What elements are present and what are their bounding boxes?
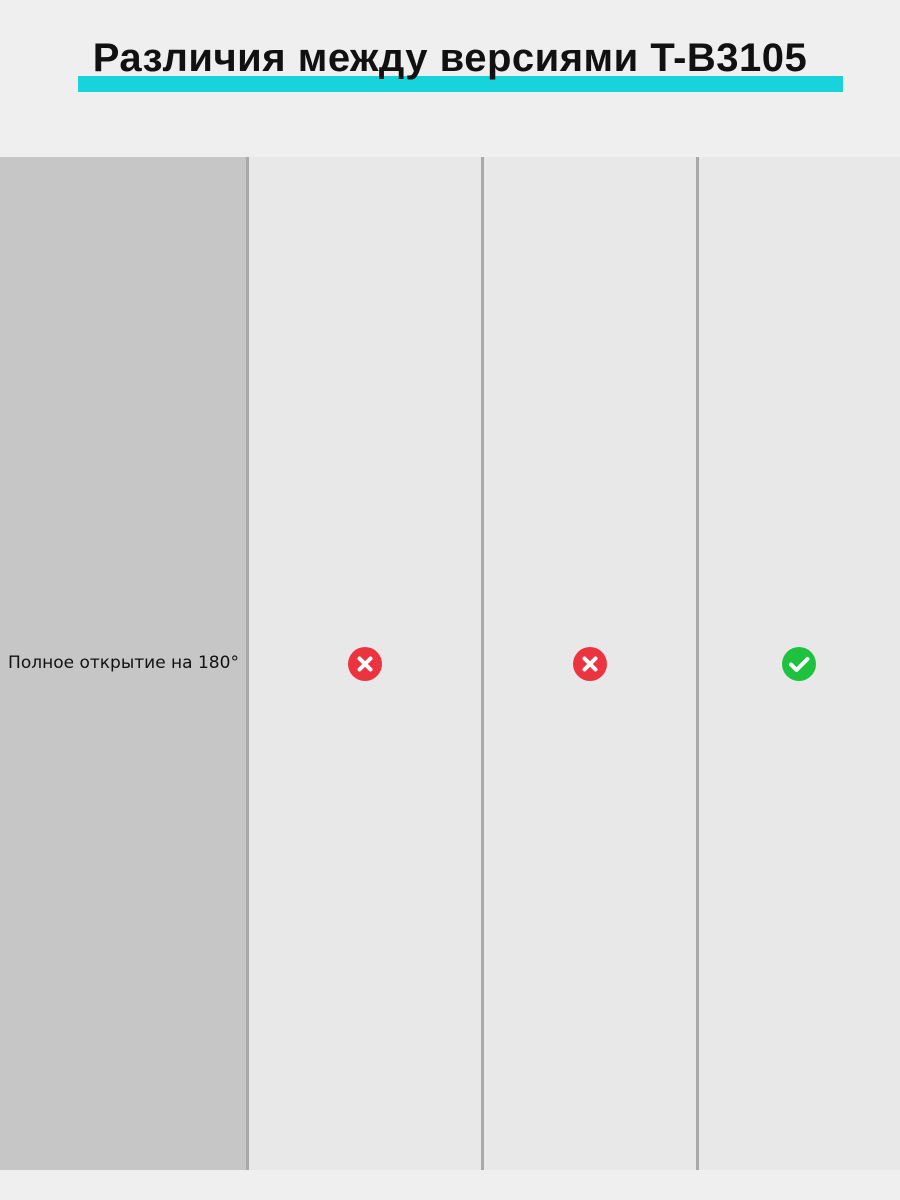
- cross-icon: [247, 157, 482, 1170]
- comparison-table: Модельный номерT-B3105-3AT-B3105-4A3105 …: [0, 157, 900, 1170]
- header: Различия между версиями T-B3105: [0, 36, 900, 100]
- row-label: Полное открытие на 180°: [0, 157, 247, 1170]
- column-separator: [481, 157, 484, 1170]
- title: Различия между версиями T-B3105: [92, 36, 808, 80]
- title-underline: [78, 76, 843, 92]
- column-separator: [696, 157, 699, 1170]
- cross-icon: [482, 157, 697, 1170]
- check-icon: [697, 157, 900, 1170]
- column-separator: [246, 157, 249, 1170]
